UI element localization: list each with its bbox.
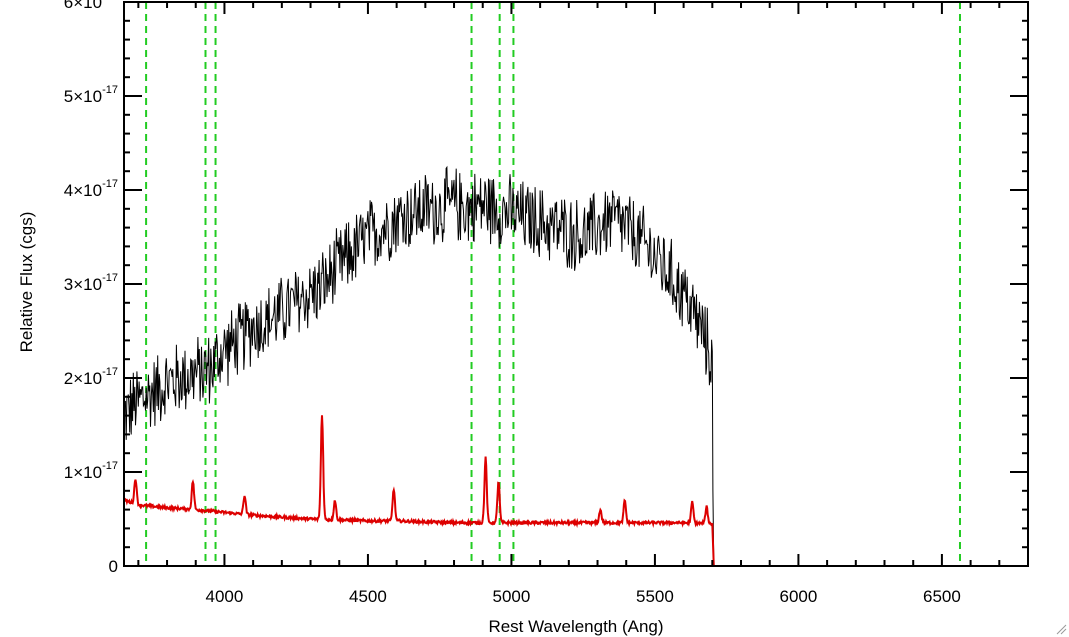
plot-frame [123,1,1029,567]
model-series-line [124,415,1028,566]
x-tick-label-3: 5500 [636,587,674,606]
reference-line-group [145,2,961,566]
y-tick-exponent: -17 [102,366,118,378]
y-tick-mantissa: 1×10 [64,463,102,482]
y-tick-exponent: -17 [102,272,118,284]
y-tick-exponent: -17 [102,84,118,96]
series-group [124,165,1028,566]
y-tick-label-5: 5×10-17 [64,84,118,106]
y-tick-label-4: 4×10-17 [64,178,118,200]
x-axis-label: Rest Wavelength (Ang) [488,617,663,636]
y-tick-mantissa: 4×10 [64,181,102,200]
y-tick-label-6: 6×10-17 [64,0,118,12]
y-axis-label: Relative Flux (cgs) [17,212,36,353]
x-tick-label-group: 4000 4500 5000 5500 6000 6500 [206,587,961,606]
x-tick-label-4: 6000 [779,587,817,606]
x-tick-label-2: 5000 [493,587,531,606]
y-tick-label-0: 0 [109,557,118,576]
y-tick-mantissa: 2×10 [64,369,102,388]
y-tick-exponent: -17 [102,460,118,472]
y-tick-exponent: -17 [102,0,118,2]
y-tick-mantissa: 3×10 [64,275,102,294]
y-tick-label-2: 2×10-17 [64,366,118,388]
x-tick-label-5: 6500 [923,587,961,606]
y-tick-label-group: 01×10-172×10-173×10-174×10-175×10-176×10… [64,0,118,576]
x-tick-label-0: 4000 [206,587,244,606]
y-tick-exponent: -17 [102,178,118,190]
x-tick-label-1: 4500 [349,587,387,606]
y-tick-mantissa: 5×10 [64,87,102,106]
y-tick-mantissa: 0 [109,557,118,576]
resize-grip-icon[interactable] [1055,623,1067,635]
spectrum-series-line [124,165,715,566]
y-tick-mantissa: 6×10 [64,0,102,12]
y-tick-label-1: 1×10-17 [64,460,118,482]
tick-group [124,1,1029,567]
y-tick-label-3: 3×10-17 [64,272,118,294]
